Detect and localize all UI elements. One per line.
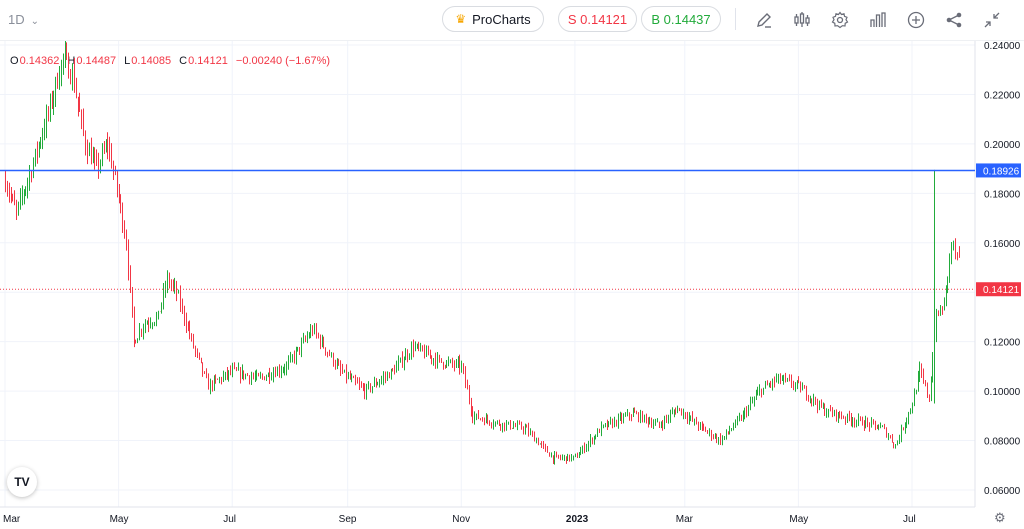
y-tick-label: 0.08000	[984, 437, 1021, 448]
high-key: H	[67, 55, 76, 67]
x-tick-label: May	[789, 514, 808, 525]
x-tick-label: Mar	[676, 514, 694, 525]
add-icon[interactable]	[904, 8, 928, 32]
x-tick-label: Jul	[223, 514, 236, 525]
low-key: L	[124, 55, 131, 67]
open-key: O	[10, 55, 19, 67]
horizontal-line-label-bg	[976, 163, 1021, 178]
top-toolbar: 1D ⌄ ♛ ProCharts S 0.14121 B 0.14437	[0, 0, 1024, 41]
sell-label: S 0.14121	[567, 11, 628, 27]
y-tick-label: 0.16000	[984, 239, 1021, 250]
last-price-label-bg	[976, 282, 1021, 297]
horizontal-line-label: 0.18926	[983, 166, 1020, 177]
procharts-button[interactable]: ♛ ProCharts	[442, 6, 544, 32]
y-tick-label: 0.06000	[984, 486, 1021, 497]
low-value: 0.14085	[131, 55, 172, 67]
x-tick-label: Nov	[452, 514, 470, 525]
x-tick-label: Jul	[903, 514, 916, 525]
chevron-down-icon: ⌄	[30, 16, 40, 27]
ohlc-legend: O0.14362 H0.14487 L0.14085 C0.14121 −0.0…	[10, 55, 330, 67]
buy-button[interactable]: B 0.14437	[641, 6, 721, 32]
x-tick-label: Mar	[3, 514, 21, 525]
toolbar-divider	[735, 8, 736, 30]
x-tick-label: Sep	[339, 514, 357, 525]
y-tick-label: 0.22000	[984, 90, 1021, 101]
y-tick-label: 0.10000	[984, 387, 1021, 398]
x-tick-label: May	[110, 514, 129, 525]
y-tick-label: 0.12000	[984, 338, 1021, 349]
last-price-label: 0.14121	[983, 285, 1020, 296]
indicators-icon[interactable]	[790, 8, 814, 32]
crown-icon: ♛	[455, 12, 467, 26]
interval-label: 1D	[8, 12, 25, 27]
tradingview-logo[interactable]: TV	[7, 467, 37, 497]
settings-icon[interactable]	[828, 8, 852, 32]
price-chart[interactable]: 0.060000.080000.100000.120000.140000.160…	[0, 41, 1024, 529]
change-value: −0.00240 (−1.67%)	[235, 55, 331, 67]
sell-button[interactable]: S 0.14121	[558, 6, 637, 32]
collapse-icon[interactable]	[980, 8, 1004, 32]
close-value: 0.14121	[188, 55, 228, 67]
y-tick-label: 0.18000	[984, 189, 1021, 200]
y-tick-label: 0.20000	[984, 140, 1021, 151]
close-key: C	[179, 55, 188, 67]
draw-icon[interactable]	[752, 8, 776, 32]
buy-label: B 0.14437	[651, 11, 711, 27]
high-value: 0.14487	[76, 55, 117, 67]
x-tick-label: 2023	[566, 514, 589, 525]
open-value: 0.14362	[19, 55, 60, 67]
share-icon[interactable]	[942, 8, 966, 32]
interval-selector[interactable]: 1D ⌄	[8, 12, 39, 27]
chart-type-icon[interactable]	[866, 8, 890, 32]
y-tick-label: 0.24000	[984, 41, 1021, 52]
chart-settings-gear-icon[interactable]: ⚙	[994, 510, 1006, 525]
procharts-label: ProCharts	[472, 11, 531, 27]
